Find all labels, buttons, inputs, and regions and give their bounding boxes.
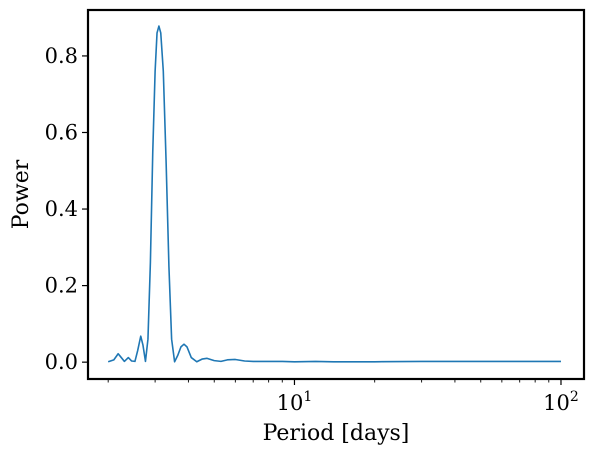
y-axis-label: Power — [9, 159, 34, 229]
x-tick-label: 102 — [543, 389, 579, 415]
y-tick-label: 0.0 — [45, 350, 78, 374]
x-axis-ticks: 101 102 — [107, 379, 579, 415]
y-tick-label: 0.8 — [45, 44, 78, 68]
y-tick-label: 0.4 — [45, 197, 78, 221]
y-tick-label: 0.2 — [45, 274, 78, 298]
y-axis-ticks: 0.0 0.2 0.4 0.6 0.8 — [45, 44, 88, 374]
x-axis-label: Period [days] — [263, 421, 410, 446]
x-tick-label: 101 — [277, 389, 313, 415]
plot-frame — [86, 8, 586, 381]
power-series-line — [107, 25, 561, 363]
y-tick-label: 0.6 — [45, 120, 78, 144]
